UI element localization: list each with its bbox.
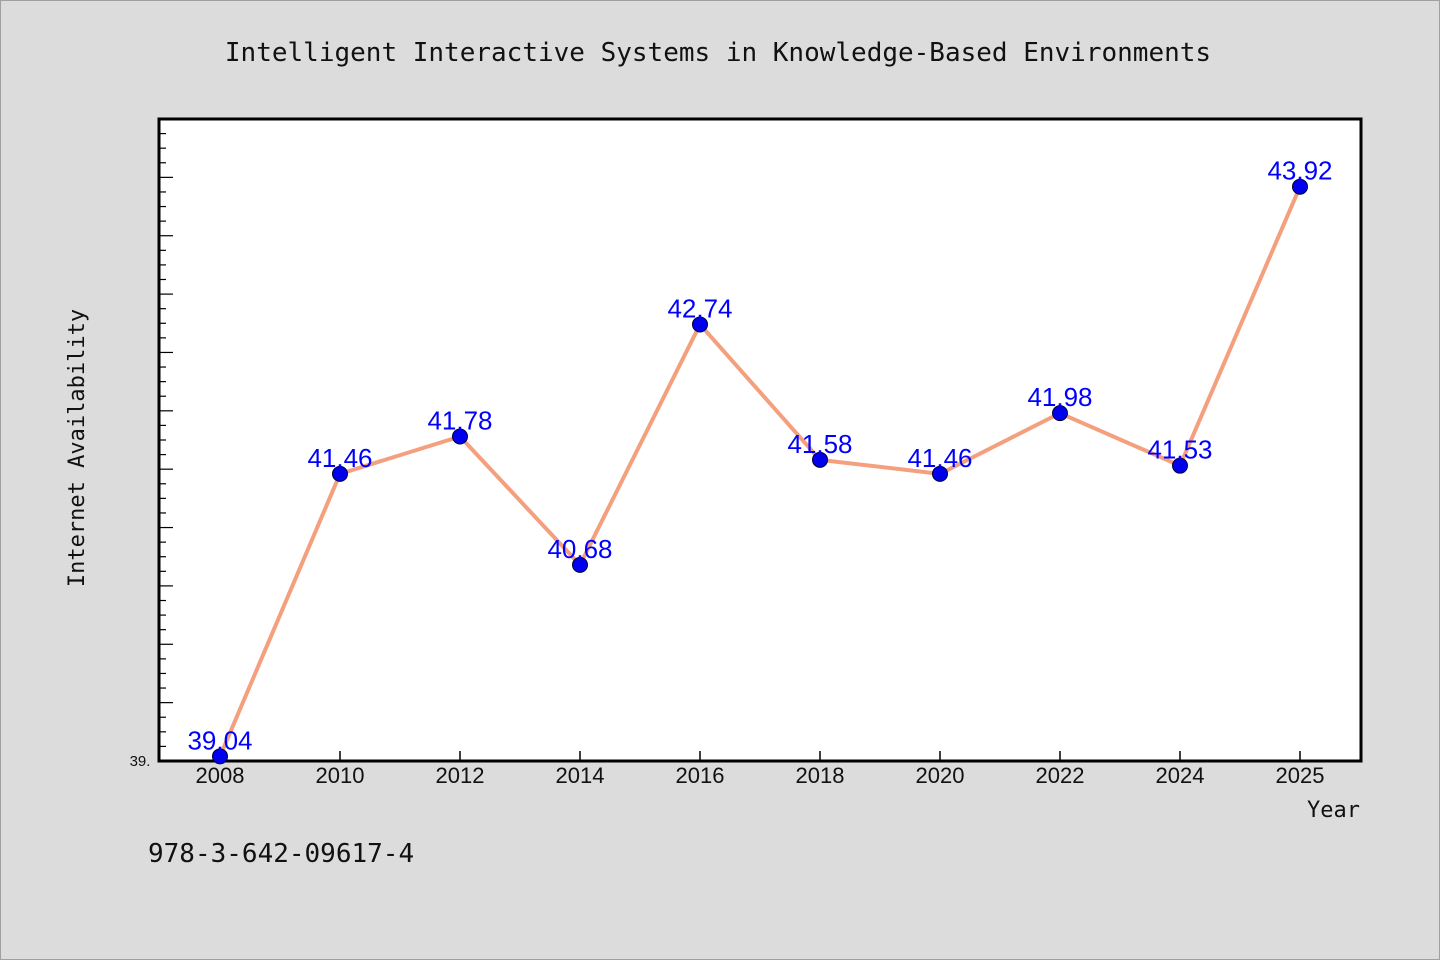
data-point bbox=[692, 316, 708, 333]
x-tick-label: 2020 bbox=[916, 763, 965, 788]
data-label: 41.78 bbox=[427, 405, 492, 435]
x-axis-label: Year bbox=[1307, 798, 1360, 823]
data-label: 41.98 bbox=[1027, 382, 1092, 412]
data-label: 41.58 bbox=[787, 429, 852, 459]
data-point bbox=[812, 451, 828, 468]
data-point bbox=[332, 465, 348, 482]
data-point bbox=[1172, 457, 1188, 474]
series-line bbox=[218, 184, 1302, 759]
x-tick-label: 2022 bbox=[1036, 763, 1085, 788]
isbn-caption: 978-3-642-09617-4 bbox=[148, 839, 414, 869]
x-tick-label: 2018 bbox=[796, 763, 845, 788]
data-label: 42.74 bbox=[667, 293, 732, 323]
chart-title: Intelligent Interactive Systems in Knowl… bbox=[225, 38, 1211, 68]
data-point bbox=[572, 556, 588, 573]
data-label: 41.46 bbox=[307, 443, 372, 473]
data-label: 40.68 bbox=[547, 534, 612, 564]
data-label: 39.04 bbox=[187, 725, 252, 755]
x-tick-label: 2025 bbox=[1276, 763, 1325, 788]
x-axis-tick-labels: 2008 2010 2012 2014 2016 2018 2020 2022 2024 2025 bbox=[196, 763, 1325, 788]
plot-area bbox=[157, 117, 1363, 763]
y-axis-label: Internet Availability bbox=[65, 309, 90, 587]
data-markers bbox=[212, 178, 1308, 765]
data-point bbox=[1292, 178, 1308, 195]
data-point bbox=[212, 748, 228, 765]
x-tick-label: 2014 bbox=[556, 763, 605, 788]
x-axis-ticks bbox=[219, 751, 1301, 761]
data-label: 43.92 bbox=[1267, 156, 1332, 186]
y-axis-ticks bbox=[159, 118, 173, 762]
data-label: 41.46 bbox=[907, 443, 972, 473]
data-labels: 39.04 41.46 41.78 40.68 42.74 41.58 41.46 41.98… bbox=[187, 156, 1332, 756]
x-tick-label: 2010 bbox=[316, 763, 365, 788]
data-point bbox=[452, 428, 468, 445]
data-point bbox=[932, 465, 948, 482]
y-tick-label: 39. bbox=[130, 753, 151, 770]
x-tick-label: 2012 bbox=[436, 763, 485, 788]
data-label: 41.53 bbox=[1147, 435, 1212, 465]
data-point bbox=[1052, 405, 1068, 422]
x-tick-label: 2008 bbox=[196, 763, 245, 788]
x-tick-label: 2016 bbox=[676, 763, 725, 788]
x-tick-label: 2024 bbox=[1156, 763, 1205, 788]
